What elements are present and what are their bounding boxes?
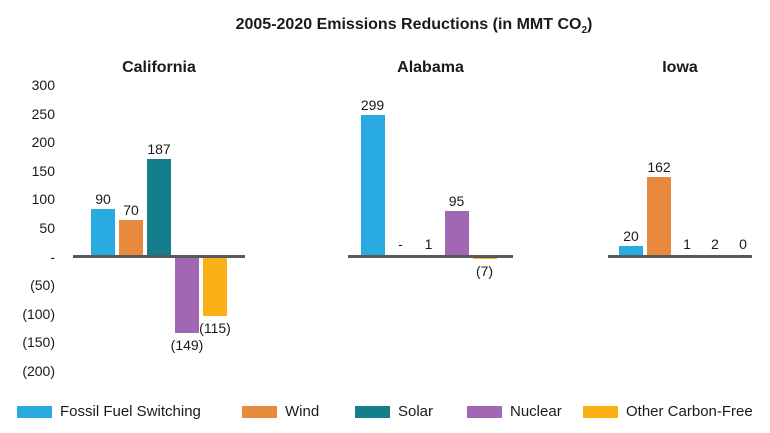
chart-title-suffix: ) (587, 16, 593, 33)
bar-value-label-iowa-fossil-fuel-switching: 20 (623, 228, 639, 245)
bar-value-label-iowa-other-carbon-free: 0 (739, 236, 747, 252)
bar-value-label-california-fossil-fuel-switching: 90 (95, 191, 111, 208)
bar-value-label-iowa-wind: 162 (647, 158, 671, 175)
x-axis-line-alabama (348, 255, 513, 258)
bar-value-label-california-solar: 187 (147, 140, 171, 157)
y-axis-tick-100: (100) (22, 305, 55, 322)
y-axis-tick-100: 100 (31, 191, 55, 208)
bar-alabama-fossil-fuel-switching (360, 115, 385, 256)
bar-california-other-carbon-free (203, 256, 227, 316)
bar-value-label-alabama-solar: 1 (424, 236, 433, 252)
legend-label-nuclear: Nuclear (510, 403, 562, 420)
chart-title-text: 2005-2020 Emissions Reductions (in MMT C… (235, 16, 582, 33)
bar-california-fossil-fuel-switching (91, 209, 115, 256)
x-axis-line-california (73, 255, 245, 258)
legend-item-solar: Solar (355, 403, 433, 420)
bar-value-label-alabama-wind: - (398, 236, 403, 252)
legend-item-nuclear: Nuclear (467, 403, 562, 420)
legend-label-other-carbon-free: Other Carbon-Free (626, 403, 753, 420)
chart-title: 2005-2020 Emissions Reductions (in MMT C… (58, 15, 770, 41)
y-axis-tick-200: (200) (22, 363, 55, 379)
bar-value-label-iowa-nuclear: 2 (711, 236, 719, 252)
x-axis-line-iowa (608, 255, 752, 258)
bar-california-nuclear (175, 256, 199, 334)
bar-value-label-iowa-solar: 1 (683, 236, 691, 252)
bar-value-label-alabama-nuclear: 95 (448, 193, 465, 210)
legend-item-fossil-fuel-switching: Fossil Fuel Switching (17, 403, 201, 420)
y-axis-tick-150: 150 (31, 162, 55, 179)
panel-title-iowa: Iowa (662, 59, 698, 76)
y-axis-tick-300: 300 (31, 77, 55, 93)
bar-iowa-fossil-fuel-switching (619, 246, 643, 256)
legend-label-fossil-fuel-switching: Fossil Fuel Switching (60, 403, 201, 420)
bar-alabama-nuclear (444, 211, 469, 256)
bar-iowa-wind (647, 176, 671, 256)
bar-value-label-alabama-fossil-fuel-switching: 299 (360, 97, 385, 114)
y-axis-tick-50: (50) (30, 277, 55, 294)
y-axis-tick-200: 200 (31, 134, 55, 151)
y-axis-tick-50: 50 (39, 220, 55, 236)
legend-swatch-other-carbon-free-icon (583, 405, 618, 418)
legend-label-wind: Wind (285, 403, 320, 420)
bar-california-solar (147, 158, 171, 256)
bar-value-label-california-nuclear: (149) (170, 337, 204, 354)
chart-title-subscript: 2 (581, 25, 588, 36)
bar-value-label-california-wind: 70 (123, 201, 139, 218)
legend-label-solar: Solar (398, 403, 434, 420)
legend-item-other-carbon-free: Other Carbon-Free (583, 403, 753, 420)
legend-item-wind: Wind (242, 403, 319, 420)
legend-swatch-wind-icon (242, 405, 277, 418)
legend-swatch-nuclear-icon (467, 405, 502, 418)
panel-title-alabama: Alabama (397, 59, 464, 76)
bar-value-label-alabama-other-carbon-free: (7) (475, 263, 494, 280)
legend-swatch-solar-icon (355, 405, 390, 418)
y-axis-tick-250: 250 (31, 105, 55, 122)
y-axis-tick-150: (150) (22, 334, 55, 351)
bar-california-wind (119, 219, 143, 256)
y-axis-tick-0: - (50, 248, 55, 265)
bar-value-label-california-other-carbon-free: (115) (199, 319, 231, 336)
panel-title-california: California (122, 59, 196, 76)
legend-swatch-fossil-fuel-switching-icon (17, 405, 52, 418)
